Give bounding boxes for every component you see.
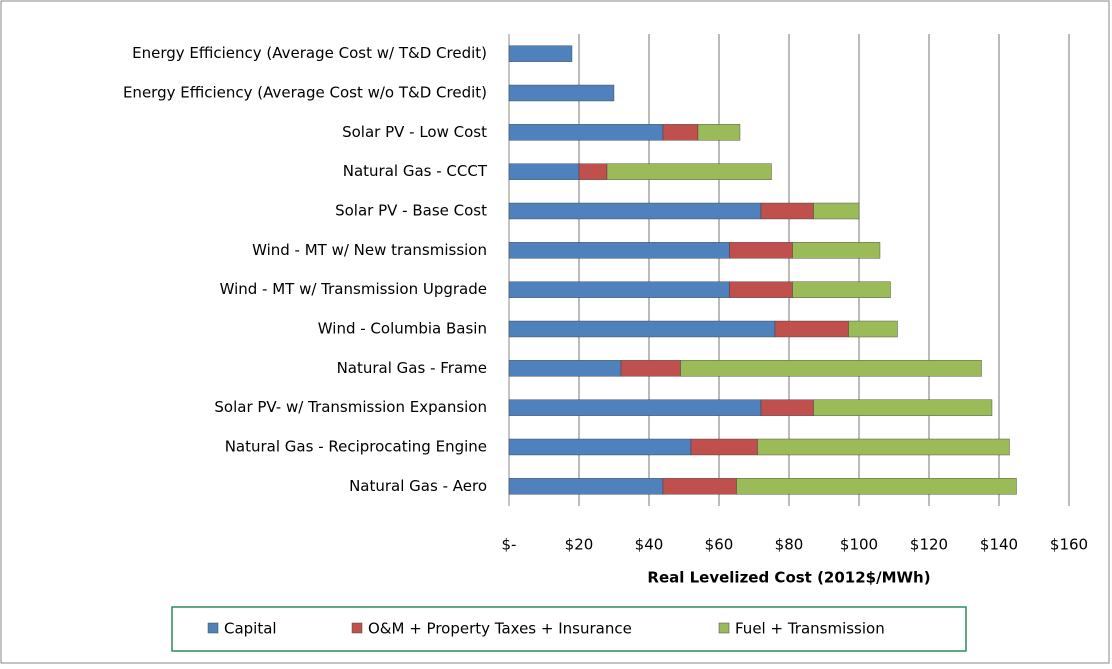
bar-segment — [578, 163, 608, 180]
bar-segment — [813, 399, 993, 416]
x-tick-label: $100 — [840, 536, 878, 554]
x-tick-label: $40 — [635, 536, 664, 554]
y-tick-label: Solar PV - Base Cost — [335, 202, 487, 220]
x-tick-label: $20 — [565, 536, 594, 554]
x-tick-label: $140 — [980, 536, 1018, 554]
bar-segment — [813, 202, 860, 220]
bar-segment — [690, 438, 758, 456]
bar-segment — [508, 45, 573, 62]
y-tick-label: Natural Gas - Frame — [337, 359, 487, 377]
x-tick-label: $60 — [705, 536, 734, 554]
y-tick-label: Natural Gas - CCCT — [343, 162, 488, 180]
x-tick-label: $- — [502, 536, 517, 554]
bar-segment — [508, 320, 776, 338]
y-tick-label: Energy Efficiency (Average Cost w/o T&D … — [123, 84, 487, 102]
bar-segment — [792, 242, 881, 259]
y-tick-label: Natural Gas - Aero — [349, 477, 487, 495]
bar-segment — [760, 202, 814, 220]
bar-segment — [508, 242, 730, 259]
y-tick-label: Natural Gas - Reciprocating Engine — [225, 438, 487, 456]
legend-label: O&M + Property Taxes + Insurance — [368, 620, 632, 638]
x-axis-title: Real Levelized Cost (2012$/MWh) — [647, 569, 930, 587]
legend-swatch — [207, 622, 219, 634]
legend-swatch — [351, 622, 363, 634]
bar-segment — [697, 124, 741, 141]
legend-box — [171, 606, 967, 652]
bar-segment — [848, 320, 898, 338]
y-tick-label: Solar PV- w/ Transmission Expansion — [214, 398, 487, 416]
x-tick-label: $80 — [775, 536, 804, 554]
bar-segment — [792, 281, 891, 298]
bar-segment — [508, 438, 692, 456]
y-tick-label: Solar PV - Low Cost — [342, 123, 487, 141]
bar-segment — [757, 438, 1010, 456]
bar-segment — [662, 124, 699, 141]
bar-segment — [729, 242, 793, 259]
x-tick-label: $160 — [1050, 536, 1088, 554]
x-tick-label: $120 — [910, 536, 948, 554]
y-tick-label: Wind - MT w/ New transmission — [252, 241, 487, 259]
bar-segment — [508, 281, 730, 298]
legend-label: Capital — [224, 620, 277, 638]
bar-segment — [606, 163, 772, 180]
bar-segment — [508, 84, 615, 102]
bar-segment — [680, 360, 982, 377]
y-tick-label: Energy Efficiency (Average Cost w/ T&D C… — [132, 44, 487, 62]
bar-segment — [736, 478, 1017, 495]
bar-segment — [774, 320, 849, 338]
bar-segment — [620, 360, 681, 377]
bar-segment — [508, 478, 664, 495]
bar-segment — [508, 163, 580, 180]
legend-label: Fuel + Transmission — [735, 620, 885, 638]
bar-segment — [662, 478, 737, 495]
bar-segment — [760, 399, 814, 416]
bar-segment — [508, 124, 664, 141]
bar-segment — [508, 399, 762, 416]
bar-segment — [729, 281, 793, 298]
bar-segment — [508, 360, 622, 377]
y-tick-label: Wind - Columbia Basin — [318, 320, 487, 338]
y-tick-label: Wind - MT w/ Transmission Upgrade — [220, 280, 487, 298]
legend-swatch — [718, 622, 730, 634]
bar-segment — [508, 202, 762, 220]
